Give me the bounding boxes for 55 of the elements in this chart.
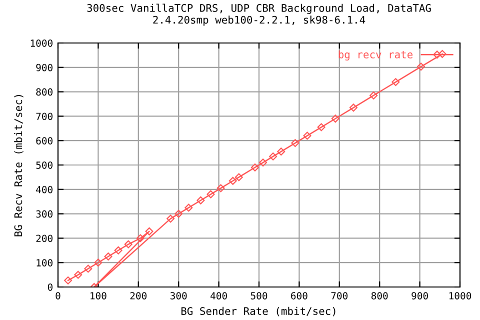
point (392, 78, 400, 86)
x-tick-label: 100 (90, 292, 106, 300)
point (228, 176, 237, 185)
point (349, 104, 358, 112)
x-tick-label: 400 (210, 292, 227, 300)
point (438, 50, 446, 58)
point (94, 258, 102, 267)
y-tick-label: 900 (36, 64, 53, 72)
point (64, 276, 72, 284)
point (317, 123, 326, 132)
x-tick-label: 300 (170, 292, 187, 300)
point (206, 190, 215, 198)
point (84, 264, 92, 273)
x-tick-label: 600 (291, 292, 308, 300)
y-tick-label: 200 (36, 234, 53, 242)
y-tick-label: 0 (48, 284, 53, 291)
point (136, 234, 144, 242)
point (145, 227, 154, 236)
x-tick-label: 500 (250, 292, 268, 300)
point (250, 163, 259, 172)
x-axis-title: BG Sender Rate (mbit/sec) (181, 306, 336, 316)
point (184, 204, 193, 212)
x-tick-label: 700 (331, 292, 348, 300)
y-tick-label: 100 (36, 259, 53, 266)
x-tick-label: 900 (412, 292, 428, 300)
point (417, 62, 425, 71)
y-tick-label: 1000 (30, 40, 53, 47)
point (166, 214, 175, 223)
x-tick-label: 0 (56, 292, 60, 300)
y-tick-label: 300 (36, 210, 53, 218)
point (74, 270, 82, 279)
y-tick-label: 700 (36, 112, 53, 120)
point (114, 246, 122, 254)
point (196, 196, 205, 204)
point (234, 173, 243, 182)
point (259, 158, 268, 167)
y-tick-label: 400 (36, 186, 53, 194)
chart-title: 300sec VanillaTCP DRS, UDP CBR Background Load, DataTAG 2.4.20smp web100-2.2.1, sk98-6.1.4 (87, 4, 431, 26)
point (370, 91, 378, 100)
x-tick-label: 1000 (449, 292, 472, 300)
point (291, 139, 300, 148)
y-tick-label: 500 (36, 162, 53, 169)
y-tick-label: 600 (36, 137, 53, 144)
point (216, 184, 225, 192)
point (269, 152, 278, 160)
point (174, 210, 183, 218)
point (277, 148, 286, 156)
x-tick-label: 800 (371, 292, 388, 300)
point (124, 240, 132, 248)
point (331, 114, 340, 123)
y-axis-title: BG Recv Rate (mbit/sec) (14, 95, 24, 236)
point (104, 252, 112, 260)
x-tick-label: 200 (130, 292, 147, 300)
point (303, 132, 312, 140)
y-tick-label: 800 (36, 88, 53, 96)
